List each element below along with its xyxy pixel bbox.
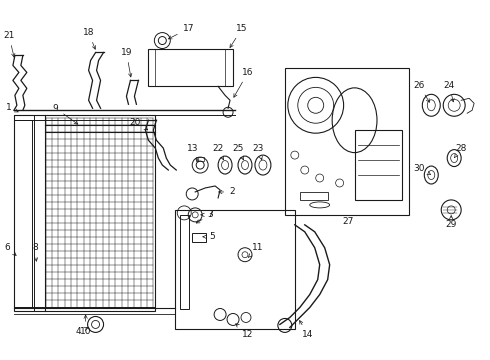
Bar [14,115,155,311]
Text: 16: 16 [234,68,254,97]
Text: 28: 28 [454,144,467,158]
Bar [285,68,409,215]
Text: 24: 24 [443,81,455,102]
Text: 26: 26 [414,81,429,102]
Text: 15: 15 [230,24,248,48]
Text: 8: 8 [32,243,38,261]
Text: 27: 27 [342,217,353,226]
Bar [175,210,295,329]
Text: 30: 30 [414,163,431,175]
Text: 11: 11 [248,243,264,257]
Text: 22: 22 [213,144,224,160]
Bar [180,215,189,310]
Bar [192,233,206,242]
Text: 3: 3 [201,210,213,219]
Text: 4: 4 [76,327,88,336]
Text: 10: 10 [80,315,91,336]
Text: 9: 9 [53,104,78,124]
Text: 12: 12 [236,324,254,339]
Text: 14: 14 [299,320,314,339]
Bar [148,49,233,86]
Text: 23: 23 [252,144,264,160]
Text: 6: 6 [4,243,16,256]
Bar [196,157,204,161]
Bar [355,130,402,200]
Text: 20: 20 [130,118,147,130]
Text: 7: 7 [196,210,213,223]
Text: 19: 19 [121,48,132,77]
Text: 17: 17 [169,24,194,39]
Bar [300,192,328,200]
Text: 21: 21 [3,31,15,57]
Text: 5: 5 [203,232,215,241]
Text: 25: 25 [232,144,244,160]
Text: 2: 2 [219,188,235,197]
Bar [14,120,32,306]
Text: 1: 1 [6,103,18,112]
Text: 13: 13 [187,144,199,162]
Text: 29: 29 [445,216,457,229]
Text: 18: 18 [83,28,96,49]
